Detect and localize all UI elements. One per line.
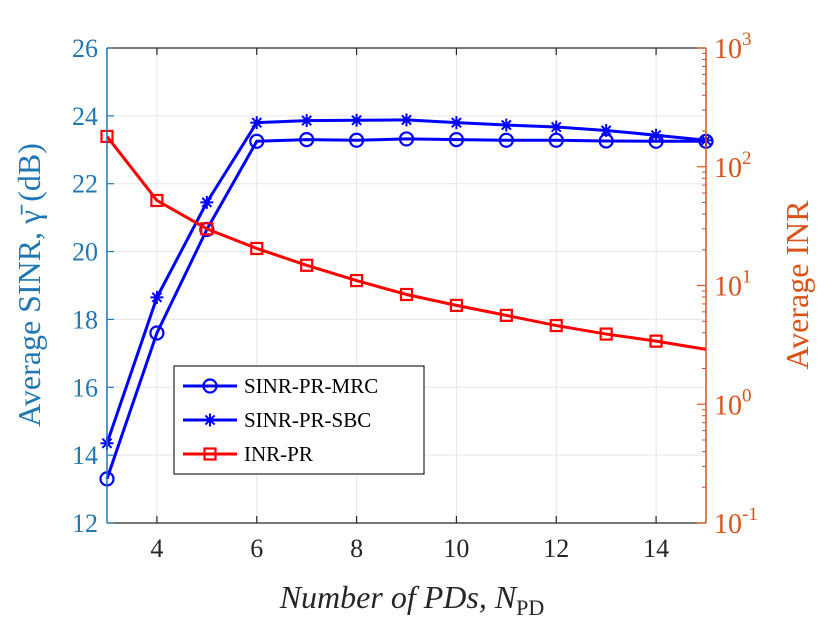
legend-label: SINR-PR-MRC <box>244 374 378 398</box>
legend-entry: INR-PR <box>183 442 313 466</box>
y-left-tick-label: 20 <box>72 238 98 267</box>
series-line <box>105 135 707 351</box>
axes <box>106 47 707 524</box>
y-left-tick-label: 16 <box>72 373 98 402</box>
y-left-tick-label: 26 <box>72 34 98 63</box>
data-point <box>250 116 264 130</box>
data-point <box>400 113 413 127</box>
data-point <box>149 325 165 341</box>
y-left-tick-label: 24 <box>72 102 98 131</box>
data-point <box>350 113 364 127</box>
y-right-tick-label: 101 <box>714 267 752 303</box>
legend-marker <box>203 447 217 461</box>
y-right-tick-label: 103 <box>714 29 752 65</box>
data-point <box>499 118 513 132</box>
series-layer <box>99 113 714 487</box>
legend-label: INR-PR <box>244 442 313 466</box>
data-point <box>249 133 265 149</box>
y-left-tick-label: 18 <box>72 305 98 334</box>
legend-marker <box>203 413 217 427</box>
data-point <box>449 116 463 130</box>
legend-marker <box>202 378 218 394</box>
data-point <box>599 327 613 341</box>
y-axis-right-label: Average INR <box>779 200 815 370</box>
legend: SINR-PR-MRC SINR-PR-SBC INR-PR <box>173 365 425 475</box>
data-point <box>599 123 613 137</box>
data-point <box>549 318 563 333</box>
x-tick-label: 4 <box>150 534 163 563</box>
x-axis-label: Number of PDs, NPD <box>279 579 545 620</box>
data-point <box>448 132 465 148</box>
data-point <box>200 195 214 209</box>
x-tick-label: 8 <box>350 534 363 563</box>
data-point <box>449 298 464 312</box>
data-point <box>398 131 415 147</box>
data-point <box>300 114 314 128</box>
data-point <box>548 132 564 148</box>
x-tick-label: 10 <box>443 534 469 563</box>
data-point <box>399 287 414 302</box>
tick-labels: 4 6 8 10 12 14 12 14 16 18 20 22 24 26 10-1 100 101 102 10… <box>72 29 758 563</box>
y-right-tick-label: 102 <box>714 148 752 184</box>
x-tick-label: 12 <box>543 534 569 563</box>
y-left-tick-label: 12 <box>72 509 98 538</box>
x-tick-label: 14 <box>643 534 669 563</box>
legend-entry: SINR-PR-SBC <box>183 408 371 432</box>
legend-entry: SINR-PR-MRC <box>183 374 378 398</box>
y-right-tick-label: 100 <box>714 385 752 421</box>
y-right-tick-label: 10-1 <box>714 504 758 540</box>
series-inr-pr <box>100 129 707 351</box>
data-point <box>300 258 314 272</box>
data-point <box>200 222 214 236</box>
y-left-tick-label: 14 <box>72 441 98 470</box>
legend-label: SINR-PR-SBC <box>244 408 371 432</box>
y-axis-left-label: Average SINR, γ̄ (dB) <box>11 143 47 427</box>
data-point <box>299 132 315 148</box>
data-point <box>150 193 164 208</box>
x-tick-label: 6 <box>250 534 263 563</box>
data-point <box>649 334 663 348</box>
y-left-tick-label: 22 <box>72 170 98 199</box>
data-point <box>250 241 264 256</box>
data-point <box>499 308 513 323</box>
data-point <box>150 290 164 304</box>
data-point <box>348 132 365 148</box>
data-point <box>549 120 563 134</box>
data-point <box>349 273 364 288</box>
data-point <box>498 132 514 148</box>
data-point <box>649 128 663 142</box>
